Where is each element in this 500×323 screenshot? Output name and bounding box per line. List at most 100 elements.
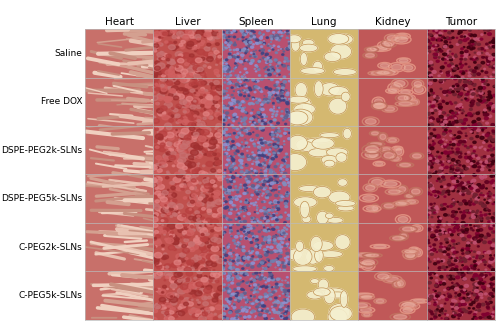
Circle shape: [277, 100, 279, 101]
Circle shape: [280, 242, 282, 243]
Circle shape: [268, 100, 270, 102]
Circle shape: [470, 156, 473, 158]
Circle shape: [234, 153, 236, 155]
Circle shape: [482, 241, 486, 244]
Circle shape: [486, 58, 490, 61]
Circle shape: [284, 232, 285, 233]
Circle shape: [176, 183, 179, 186]
Circle shape: [279, 74, 280, 75]
Circle shape: [472, 161, 475, 162]
Circle shape: [246, 264, 247, 265]
Circle shape: [187, 41, 194, 46]
Circle shape: [436, 160, 439, 162]
Circle shape: [160, 32, 165, 35]
Circle shape: [196, 168, 200, 171]
Circle shape: [494, 86, 495, 87]
Circle shape: [153, 44, 159, 48]
Circle shape: [206, 28, 212, 32]
Circle shape: [236, 318, 238, 319]
Circle shape: [461, 300, 464, 303]
Circle shape: [438, 270, 440, 272]
Circle shape: [241, 307, 243, 308]
Circle shape: [260, 149, 261, 150]
Circle shape: [444, 269, 446, 270]
Circle shape: [472, 165, 475, 168]
Ellipse shape: [367, 48, 376, 51]
Circle shape: [233, 307, 236, 308]
Circle shape: [435, 285, 438, 287]
Circle shape: [160, 273, 164, 276]
Circle shape: [170, 207, 173, 210]
Circle shape: [488, 107, 490, 109]
Circle shape: [440, 122, 442, 123]
Circle shape: [239, 49, 242, 51]
Circle shape: [453, 284, 456, 287]
Circle shape: [270, 133, 273, 135]
Circle shape: [223, 284, 225, 286]
Circle shape: [451, 275, 454, 278]
Ellipse shape: [376, 299, 384, 303]
Circle shape: [494, 255, 496, 256]
Circle shape: [186, 260, 194, 265]
Circle shape: [286, 310, 288, 312]
Circle shape: [245, 50, 248, 52]
Circle shape: [166, 65, 170, 67]
Circle shape: [177, 266, 180, 267]
Circle shape: [160, 218, 168, 224]
Circle shape: [242, 85, 243, 86]
Circle shape: [260, 37, 262, 39]
Circle shape: [192, 164, 197, 168]
Circle shape: [204, 195, 208, 198]
Circle shape: [250, 242, 252, 243]
Circle shape: [276, 311, 280, 314]
Circle shape: [430, 79, 432, 80]
Circle shape: [170, 117, 172, 118]
Circle shape: [210, 139, 217, 144]
Circle shape: [284, 144, 285, 145]
Circle shape: [246, 301, 248, 302]
Circle shape: [278, 46, 280, 47]
Circle shape: [178, 150, 184, 154]
Circle shape: [216, 43, 220, 46]
Circle shape: [473, 34, 476, 37]
Circle shape: [484, 313, 487, 316]
Circle shape: [204, 183, 212, 189]
Circle shape: [164, 271, 172, 277]
Circle shape: [426, 137, 428, 139]
Circle shape: [208, 173, 210, 175]
Circle shape: [230, 169, 234, 171]
Circle shape: [200, 278, 201, 279]
Circle shape: [253, 280, 256, 282]
Circle shape: [485, 208, 488, 210]
Circle shape: [479, 293, 483, 296]
Circle shape: [273, 213, 275, 214]
Circle shape: [466, 93, 469, 95]
Circle shape: [250, 289, 252, 291]
Circle shape: [474, 52, 476, 53]
Circle shape: [235, 75, 237, 76]
Circle shape: [448, 295, 452, 297]
Circle shape: [464, 289, 466, 291]
Ellipse shape: [324, 160, 335, 167]
Circle shape: [218, 177, 223, 181]
Circle shape: [226, 108, 228, 109]
Circle shape: [493, 71, 495, 73]
Ellipse shape: [378, 274, 389, 279]
Circle shape: [226, 142, 228, 144]
Circle shape: [174, 280, 182, 285]
Circle shape: [429, 274, 432, 275]
Circle shape: [246, 170, 248, 172]
Circle shape: [176, 66, 178, 68]
Circle shape: [215, 104, 220, 108]
Circle shape: [286, 229, 288, 230]
Circle shape: [462, 187, 464, 188]
Circle shape: [433, 158, 434, 159]
Circle shape: [436, 309, 438, 310]
Circle shape: [259, 182, 261, 183]
Circle shape: [436, 295, 438, 297]
Circle shape: [456, 37, 458, 38]
Circle shape: [240, 85, 241, 86]
Circle shape: [461, 250, 464, 251]
Circle shape: [266, 258, 269, 260]
Circle shape: [456, 126, 458, 127]
